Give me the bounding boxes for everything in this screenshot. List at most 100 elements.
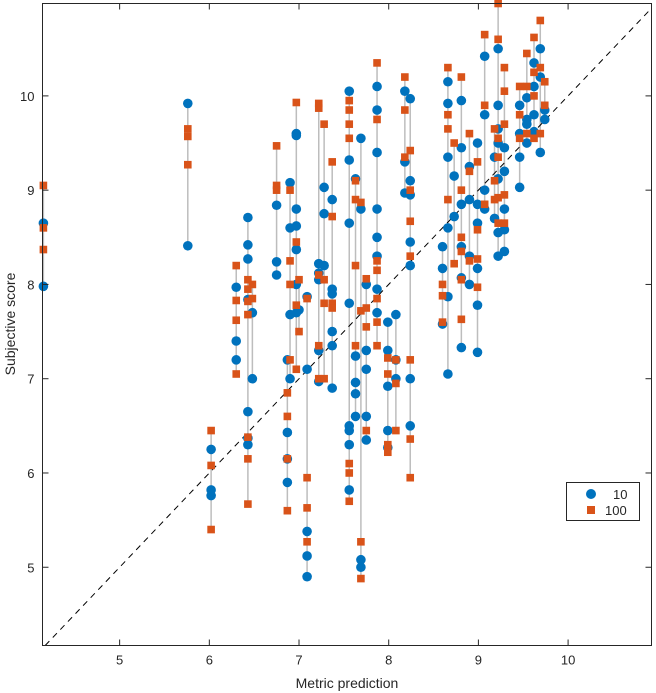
point-10 [493, 100, 503, 111]
point-10 [472, 138, 483, 148]
point-10 [405, 93, 416, 104]
point-100 [345, 134, 354, 143]
point-10 [319, 182, 329, 193]
point-100 [351, 261, 360, 270]
point-10 [282, 477, 293, 488]
point-100 [232, 316, 241, 325]
point-100 [500, 191, 509, 199]
point-100 [183, 160, 192, 169]
point-10 [529, 126, 539, 137]
point-100 [373, 341, 381, 350]
y-tick-label: 7 [27, 372, 34, 387]
point-10 [361, 364, 372, 375]
point-100 [244, 455, 252, 463]
point-10 [493, 43, 503, 54]
point-10 [522, 138, 532, 148]
point-100 [392, 379, 400, 388]
point-10 [479, 51, 490, 62]
point-10 [456, 342, 467, 353]
point-100 [536, 129, 545, 138]
point-100 [406, 146, 415, 155]
point-10 [356, 204, 366, 214]
point-100 [392, 426, 400, 435]
point-10 [472, 218, 483, 228]
point-100 [444, 110, 452, 119]
y-tick-label: 6 [27, 466, 34, 481]
point-10 [456, 142, 467, 153]
x-tick-label: 5 [116, 653, 123, 668]
y-tick-label: 8 [27, 277, 34, 292]
point-10 [327, 326, 338, 337]
point-10 [361, 435, 372, 445]
legend-label-10: 10 [613, 487, 627, 502]
point-100 [465, 129, 474, 138]
point-100 [515, 110, 524, 119]
point-10 [356, 562, 366, 573]
point-100 [362, 323, 371, 331]
point-10 [443, 76, 453, 87]
point-10 [291, 204, 302, 214]
point-100 [480, 200, 489, 209]
point-100 [345, 469, 354, 477]
point-10 [472, 347, 483, 358]
point-10 [182, 240, 193, 251]
point-10 [383, 317, 393, 327]
y-axis-ticks: 5 6 7 8 9 10 [20, 89, 652, 575]
point-100 [457, 247, 466, 256]
point-100 [328, 299, 337, 308]
point-100 [244, 285, 252, 293]
point-10 [449, 171, 459, 181]
point-100 [406, 356, 415, 364]
point-10 [319, 208, 329, 219]
y-axis-label: Subjective score [2, 272, 18, 375]
point-100 [272, 142, 281, 150]
point-100 [500, 219, 509, 227]
point-10 [350, 411, 361, 422]
point-100 [207, 525, 215, 534]
point-100 [357, 198, 365, 207]
point-100 [345, 120, 354, 128]
point-100 [272, 181, 281, 190]
point-100 [357, 307, 365, 315]
point-100 [39, 245, 48, 254]
point-100 [314, 99, 323, 108]
point-10 [271, 270, 282, 280]
point-10 [479, 109, 490, 120]
point-100 [183, 125, 192, 133]
point-100 [283, 506, 292, 515]
point-100 [523, 129, 531, 138]
point-10 [372, 105, 382, 115]
point-10 [271, 257, 282, 267]
point-10 [472, 300, 483, 310]
point-100 [207, 461, 215, 470]
point-100 [373, 257, 381, 265]
point-10 [350, 388, 361, 399]
point-100 [283, 455, 292, 463]
point-100 [320, 374, 328, 383]
x-tick-label: 6 [206, 653, 213, 668]
point-10 [327, 340, 338, 351]
point-100 [351, 176, 360, 185]
point-100 [244, 310, 252, 319]
data-marks [38, 0, 550, 583]
point-100 [328, 304, 337, 312]
point-10 [472, 263, 483, 274]
point-100 [530, 92, 538, 100]
point-100 [362, 304, 371, 312]
point-100 [362, 426, 371, 435]
point-10 [522, 92, 532, 103]
point-100 [473, 255, 482, 263]
point-100 [515, 82, 524, 91]
x-tick-label: 9 [475, 653, 482, 668]
point-100 [444, 125, 452, 133]
point-100 [345, 106, 354, 114]
point-10 [529, 109, 539, 120]
point-100 [540, 77, 549, 86]
point-100 [303, 294, 311, 303]
point-100 [500, 87, 509, 95]
point-100 [473, 283, 482, 292]
point-10 [243, 406, 253, 417]
point-10 [514, 182, 525, 193]
point-10 [535, 43, 546, 54]
y-tick-label: 5 [27, 560, 34, 575]
